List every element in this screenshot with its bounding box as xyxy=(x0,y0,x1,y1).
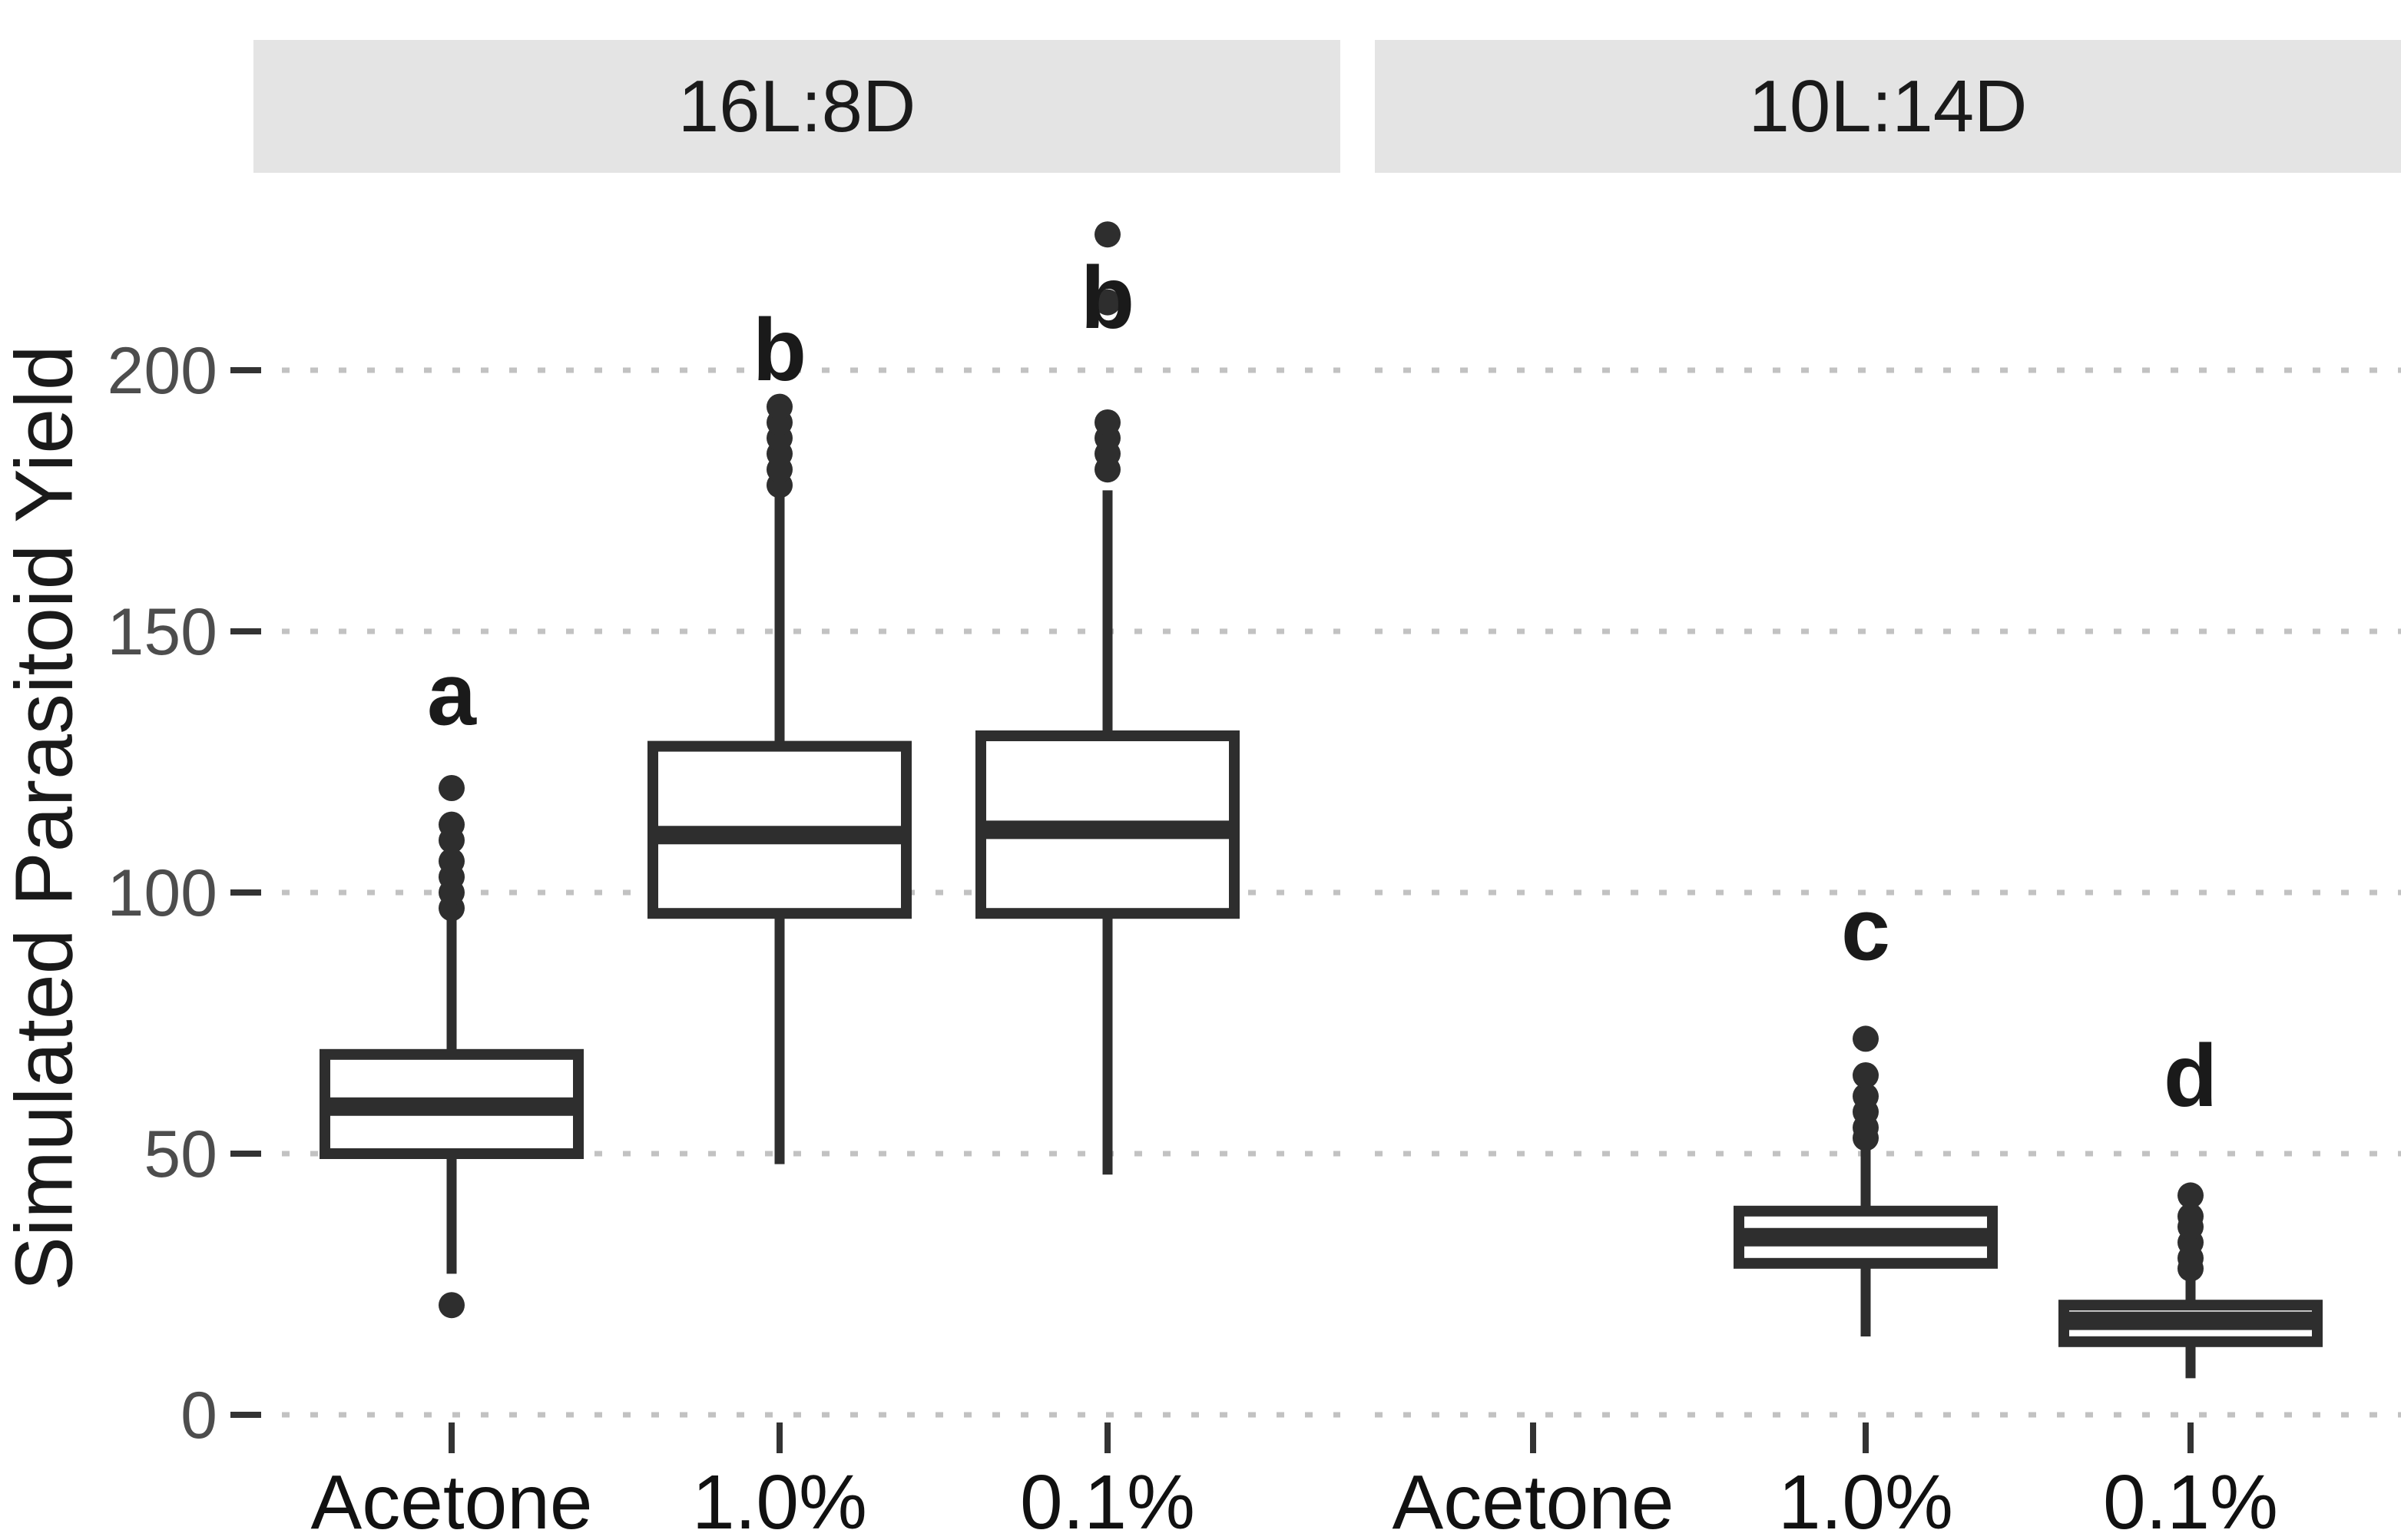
y-tick-label-0: 0 xyxy=(180,1379,217,1452)
y-tick-label-150: 150 xyxy=(108,595,218,669)
outlier-point-facet0-01-3 xyxy=(1095,409,1121,436)
outlier-point-facet0-10-5 xyxy=(767,393,793,420)
x-axis-label-facet1-01: 0.1% xyxy=(2103,1459,2278,1540)
y-tick-label-200: 200 xyxy=(108,334,218,408)
outlier-point-facet1-10-5 xyxy=(1853,1025,1879,1052)
outlier-point-facet1-01-5 xyxy=(2177,1182,2204,1209)
y-tick-label-100: 100 xyxy=(108,856,218,930)
x-axis-label-facet1-Acetone: Acetone xyxy=(1393,1459,1674,1540)
facet-strip-label: 10L:14D xyxy=(1748,65,2028,147)
outlier-point-facet0-Acetone-6 xyxy=(439,775,465,801)
facet-strip-16L8D: 16L:8D xyxy=(253,40,1340,173)
outlier-point-facet0-Acetone-3 xyxy=(439,848,465,875)
y-tick-label-50: 50 xyxy=(144,1118,217,1191)
outlier-point-facet0-Acetone-7 xyxy=(439,1292,465,1319)
outlier-point-facet0-01-5 xyxy=(1095,221,1121,248)
outlier-point-facet1-10-3 xyxy=(1853,1083,1879,1110)
facet-strip-10L14D: 10L:14D xyxy=(1375,40,2401,173)
significance-letter-facet0-10: b xyxy=(753,301,806,399)
significance-letter-facet1-10: c xyxy=(1841,881,1890,979)
facet-strip-label: 16L:8D xyxy=(677,65,916,147)
outlier-point-facet1-10-4 xyxy=(1853,1062,1879,1088)
outlier-point-facet1-01-4 xyxy=(2177,1203,2204,1230)
x-axis-label-facet0-Acetone: Acetone xyxy=(311,1459,593,1540)
x-axis-label-facet1-10: 1.0% xyxy=(1778,1459,1953,1540)
significance-letter-facet0-Acetone: a xyxy=(427,646,477,744)
significance-letter-facet1-01: d xyxy=(2164,1027,2217,1125)
x-axis-label-facet0-01: 0.1% xyxy=(1020,1459,1195,1540)
significance-letter-facet0-01: b xyxy=(1081,249,1134,347)
x-axis-label-facet0-10: 1.0% xyxy=(692,1459,867,1540)
outlier-point-facet0-01-4 xyxy=(1095,289,1121,316)
outlier-point-facet0-Acetone-5 xyxy=(439,811,465,838)
